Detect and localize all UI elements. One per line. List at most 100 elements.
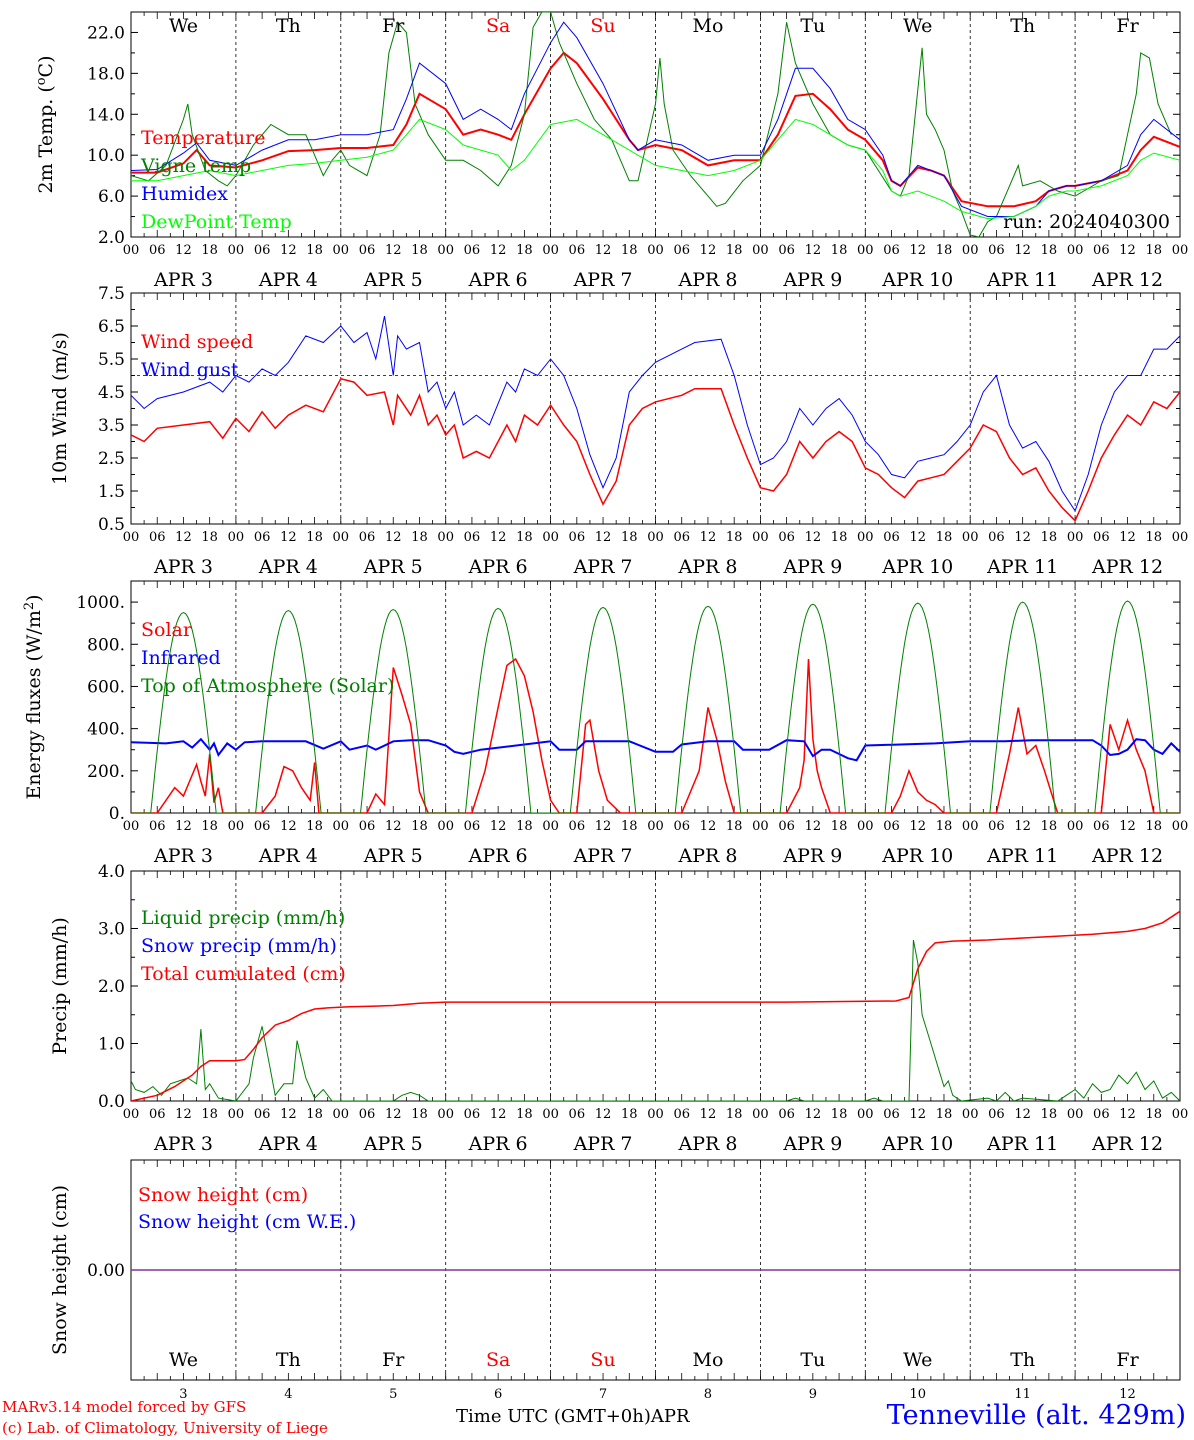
legend-item: Solar <box>141 619 193 641</box>
date-label: APR 7 <box>573 1133 633 1155</box>
hour-tick-label: 18 <box>936 819 953 834</box>
day-of-week-label: Sa <box>486 15 510 37</box>
hour-tick-label: 06 <box>149 530 166 545</box>
date-label: APR 8 <box>677 1133 737 1155</box>
hour-tick-label: 12 <box>1119 819 1136 834</box>
hour-tick-label: 00 <box>123 1107 140 1122</box>
date-label: APR 9 <box>782 556 842 578</box>
hour-tick-label: 06 <box>359 243 376 258</box>
hour-tick-label: 12 <box>490 819 507 834</box>
hour-tick-label: 00 <box>333 530 350 545</box>
hour-tick-label: 00 <box>123 530 140 545</box>
date-label: APR 10 <box>881 269 953 291</box>
date-label: APR 3 <box>153 269 213 291</box>
series-liquid-precip-mm-h- <box>131 939 1180 1101</box>
legend-item: Snow height (cm W.E.) <box>138 1211 356 1233</box>
y-tick-label: 2.5 <box>98 449 125 469</box>
hour-tick-label: 06 <box>359 1107 376 1122</box>
hour-tick-label: 00 <box>1172 819 1189 834</box>
hour-tick-label: 12 <box>385 243 402 258</box>
hour-tick-label: 12 <box>1119 1107 1136 1122</box>
y-tick-label: 2.0 <box>98 228 125 248</box>
hour-tick-label: 12 <box>175 530 192 545</box>
date-number-label: 9 <box>809 1387 817 1402</box>
hour-tick-label: 18 <box>411 1107 428 1122</box>
date-label: APR 10 <box>881 845 953 867</box>
day-of-week-label: Fr <box>382 15 405 37</box>
legend-item: Top of Atmosphere (Solar) <box>141 675 394 697</box>
y-tick-label: 3.5 <box>98 416 125 436</box>
legend-item: Infrared <box>141 647 221 669</box>
hour-tick-label: 00 <box>857 530 874 545</box>
hour-tick-label: 00 <box>1172 530 1189 545</box>
y-tick-label: 0.5 <box>98 515 125 535</box>
hour-tick-label: 18 <box>621 1107 638 1122</box>
footer-model-label: MARv3.14 model forced by GFS <box>2 1398 247 1416</box>
hour-tick-label: 00 <box>857 819 874 834</box>
hour-tick-label: 00 <box>333 819 350 834</box>
squared-superscript: 2 <box>22 602 37 610</box>
date-label: APR 6 <box>468 269 528 291</box>
hour-tick-label: 06 <box>673 530 690 545</box>
hour-tick-label: 12 <box>385 819 402 834</box>
hour-tick-label: 06 <box>1093 243 1110 258</box>
hour-tick-label: 12 <box>1014 1107 1031 1122</box>
date-label: APR 11 <box>986 845 1058 867</box>
day-of-week-label: We <box>903 1349 932 1371</box>
day-of-week-label: Th <box>276 1349 301 1371</box>
date-number-label: 5 <box>389 1387 397 1402</box>
y-tick-label: 1.0 <box>98 1035 125 1055</box>
hour-tick-label: 18 <box>936 530 953 545</box>
hour-tick-label: 00 <box>542 819 559 834</box>
day-of-week-label: We <box>169 1349 198 1371</box>
hour-tick-label: 06 <box>988 819 1005 834</box>
hour-tick-label: 00 <box>542 1107 559 1122</box>
hour-tick-label: 18 <box>1041 819 1058 834</box>
date-number-label: 12 <box>1119 1387 1136 1402</box>
panel-energy: 0. 200. 400. 600. 800. 1000. Energy fluxes (W/… <box>22 580 1189 867</box>
date-number-label: 4 <box>284 1387 292 1402</box>
hour-tick-label: 06 <box>673 1107 690 1122</box>
legend-item: Total cumulated (cm) <box>141 963 346 985</box>
hour-tick-label: 00 <box>1067 1107 1084 1122</box>
hour-tick-label: 00 <box>437 530 454 545</box>
hour-tick-label: 12 <box>490 530 507 545</box>
y-tick-label: 4.5 <box>98 383 125 403</box>
hour-tick-label: 18 <box>201 530 218 545</box>
date-label: APR 6 <box>468 556 528 578</box>
hour-tick-label: 06 <box>1093 819 1110 834</box>
hour-tick-label: 06 <box>883 819 900 834</box>
hour-tick-label: 00 <box>1067 819 1084 834</box>
hour-tick-label: 18 <box>516 243 533 258</box>
date-label: APR 9 <box>782 845 842 867</box>
hour-tick-label: 00 <box>437 1107 454 1122</box>
y-tick-label: 0.00 <box>87 1261 125 1281</box>
hour-tick-label: 00 <box>437 819 454 834</box>
hour-tick-label: 12 <box>385 1107 402 1122</box>
hour-tick-label: 06 <box>464 1107 481 1122</box>
hour-tick-label: 06 <box>1093 1107 1110 1122</box>
series-wind-gust <box>131 316 1180 512</box>
legend-item: Liquid precip (mm/h) <box>141 907 345 929</box>
day-of-week-label: Tu <box>800 15 825 37</box>
y-axis-label: 2m Temp. (oC) <box>34 55 57 193</box>
hour-tick-label: 18 <box>726 530 743 545</box>
hour-tick-label: 18 <box>201 243 218 258</box>
hour-tick-label: 12 <box>1014 530 1031 545</box>
hour-tick-label: 18 <box>201 819 218 834</box>
hour-tick-label: 06 <box>988 530 1005 545</box>
hour-tick-label: 18 <box>516 1107 533 1122</box>
hour-tick-label: 18 <box>411 243 428 258</box>
hour-tick-label: 06 <box>149 243 166 258</box>
date-label: APR 12 <box>1091 556 1163 578</box>
date-label: APR 3 <box>153 845 213 867</box>
hour-tick-label: 12 <box>909 819 926 834</box>
hour-tick-label: 12 <box>805 243 822 258</box>
hour-tick-label: 00 <box>962 243 979 258</box>
y-axis-label: Snow height (cm) <box>49 1185 71 1355</box>
hour-tick-label: 06 <box>254 819 271 834</box>
date-label: APR 6 <box>468 1133 528 1155</box>
y-tick-label: 5.5 <box>98 350 125 370</box>
hour-tick-label: 06 <box>569 530 586 545</box>
